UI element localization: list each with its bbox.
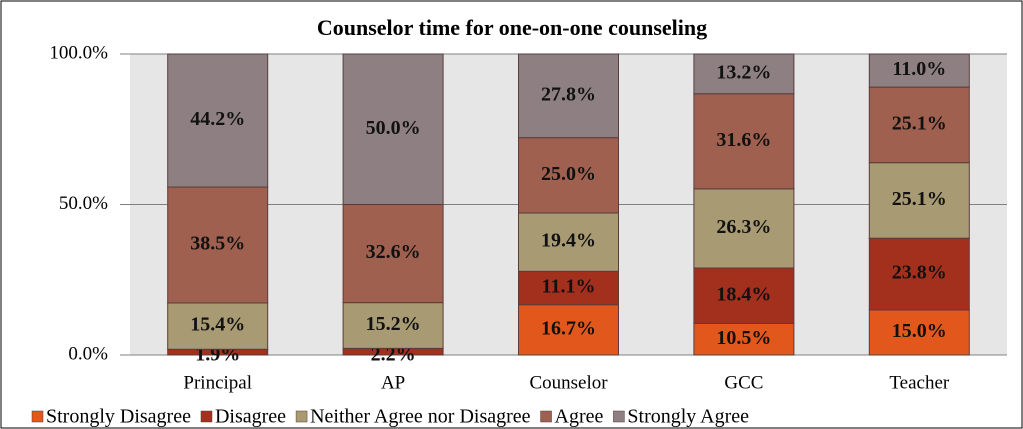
data-label: 32.6% bbox=[366, 241, 421, 263]
legend-swatch bbox=[295, 410, 308, 423]
bar-segment bbox=[342, 53, 444, 205]
data-label: 10.5% bbox=[716, 327, 771, 349]
data-label: 27.8% bbox=[541, 83, 596, 105]
legend-label: Neither Agree nor Disagree bbox=[310, 406, 531, 428]
x-tick-label: Principal bbox=[183, 372, 252, 393]
legend-label: Agree bbox=[555, 406, 604, 428]
data-label: 2.2% bbox=[371, 344, 416, 366]
legend-label: Strongly Agree bbox=[627, 406, 749, 428]
y-tick-label: 50.0% bbox=[59, 193, 108, 214]
chart-title: Counselor time for one-on-one counseling bbox=[317, 15, 707, 40]
data-label: 13.2% bbox=[716, 61, 771, 83]
data-label: 25.0% bbox=[541, 163, 596, 185]
legend-swatch bbox=[200, 410, 213, 423]
data-label: 31.6% bbox=[716, 129, 771, 151]
data-label: 38.5% bbox=[190, 233, 245, 255]
bar-segment bbox=[518, 137, 619, 214]
bar-segment bbox=[693, 322, 795, 356]
x-tick-label: Counselor bbox=[529, 372, 608, 393]
data-label: 23.8% bbox=[892, 262, 947, 284]
data-label: 15.0% bbox=[892, 320, 947, 342]
bar-segment bbox=[693, 188, 795, 269]
data-label: 44.2% bbox=[190, 108, 245, 130]
bar-segment bbox=[167, 53, 269, 188]
x-tick-label: AP bbox=[381, 372, 405, 393]
bar-segment bbox=[693, 93, 795, 190]
bar-segment bbox=[342, 302, 444, 349]
bar-segment bbox=[693, 267, 795, 324]
data-label: 15.4% bbox=[190, 314, 245, 336]
bar-segment bbox=[693, 53, 795, 95]
bar-segment bbox=[868, 237, 970, 311]
bar-segment bbox=[868, 53, 970, 88]
legend-swatch bbox=[613, 410, 625, 423]
legend-label: Disagree bbox=[215, 406, 286, 428]
bar-segment bbox=[518, 53, 619, 139]
data-label: 11.0% bbox=[892, 58, 946, 80]
data-label: 16.7% bbox=[541, 317, 596, 339]
data-label: 26.3% bbox=[716, 216, 771, 238]
bar-segment bbox=[868, 162, 970, 239]
data-label: 15.2% bbox=[366, 313, 421, 335]
data-label: 19.4% bbox=[541, 230, 596, 252]
bar-segment bbox=[342, 204, 444, 304]
data-label: 25.1% bbox=[892, 188, 947, 210]
y-tick-label: 0.0% bbox=[68, 343, 108, 364]
data-label: 25.1% bbox=[892, 112, 947, 134]
bar-segment bbox=[868, 309, 970, 356]
legend-swatch bbox=[31, 410, 44, 423]
data-label: 18.4% bbox=[716, 283, 771, 305]
x-tick-label: GCC bbox=[724, 372, 763, 393]
bar-segment bbox=[518, 270, 619, 306]
y-tick-label: 100.0% bbox=[49, 42, 108, 63]
x-tick-label: Teacher bbox=[889, 372, 950, 393]
legend-swatch bbox=[540, 410, 552, 423]
data-label: 11.1% bbox=[542, 276, 596, 298]
legend-label: Strongly Disagree bbox=[46, 406, 191, 428]
data-label: 50.0% bbox=[366, 117, 421, 139]
bar-segment bbox=[518, 212, 619, 272]
